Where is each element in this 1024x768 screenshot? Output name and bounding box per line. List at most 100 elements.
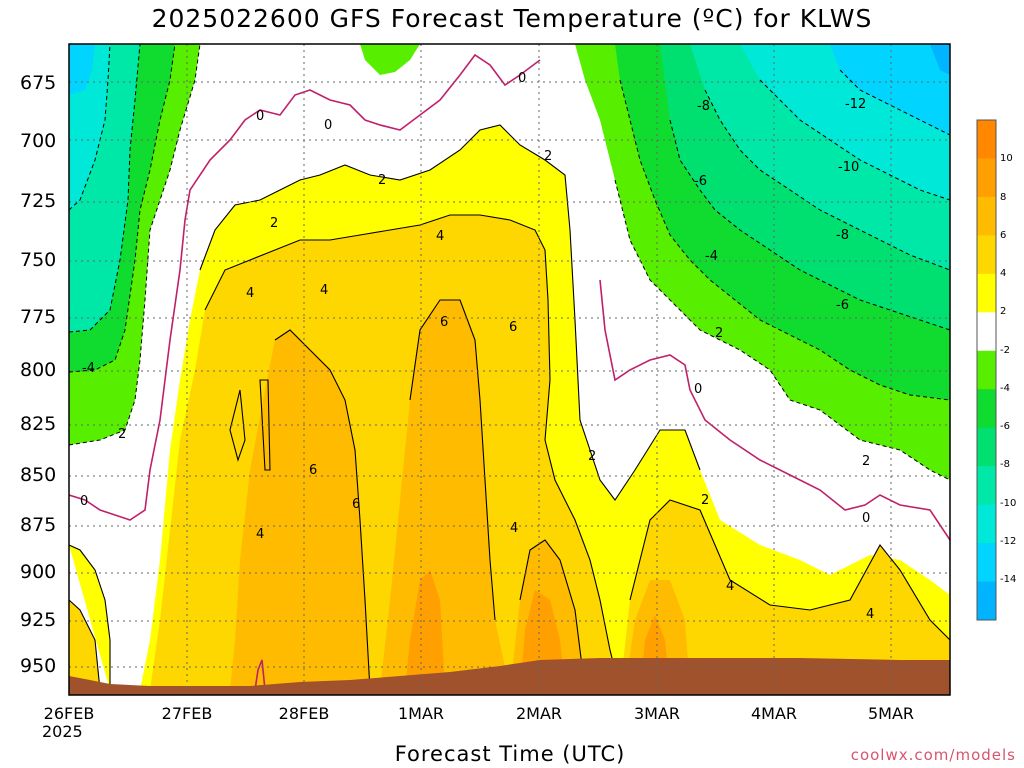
x-tick-label: 28FEB [278, 704, 330, 723]
colorbar-label: 4 [1000, 268, 1007, 279]
contour-label: 6 [509, 320, 517, 335]
colorbar-band [977, 312, 996, 352]
contour-label: -6 [694, 174, 707, 189]
colorbar-label: -2 [1000, 345, 1010, 356]
contour-label: 2 [862, 454, 870, 469]
y-tick-label: 950 [20, 655, 57, 677]
gridlines [69, 44, 950, 695]
colorbar-band [977, 120, 996, 159]
colorbar-band [977, 389, 996, 429]
contour-label: 0 [694, 382, 702, 397]
x-tick-label: 1MAR [397, 704, 445, 723]
colorbar-band [977, 427, 996, 467]
colorbar-band [977, 581, 996, 621]
contour-label: 0 [518, 71, 526, 86]
contour-label: -10 [838, 160, 859, 175]
y-tick-label: 875 [20, 514, 57, 536]
colorbar-label: -8 [1000, 459, 1010, 470]
credit-link[interactable]: coolwx.com/models [850, 746, 1016, 764]
x-tick-label: 2MAR [515, 704, 563, 723]
colorbar-band [977, 543, 996, 583]
colorbar [976, 119, 997, 621]
contour-label: -8 [697, 99, 710, 114]
y-tick-label: 900 [20, 561, 57, 583]
contour-label: -4 [82, 361, 95, 376]
contour-label: 0 [80, 494, 88, 509]
contour-label: 6 [352, 497, 360, 512]
colorbar-label: -14 [1000, 574, 1017, 585]
contour-label: -4 [705, 249, 718, 264]
negative-contour-lines [69, 44, 950, 481]
y-tick-label: 925 [20, 609, 57, 631]
contour-label: -12 [845, 97, 866, 112]
contour-label: 6 [309, 463, 317, 478]
colorbar-label: 8 [1000, 192, 1007, 203]
contour-label: 0 [324, 118, 332, 133]
x-tick-label: 4MAR [750, 704, 798, 723]
y-tick-label: 775 [20, 306, 57, 328]
x-tick-label: 5MAR [867, 704, 915, 723]
colorbar-label: -12 [1000, 536, 1017, 547]
colorbar-band [977, 158, 996, 198]
y-tick-label: 675 [20, 72, 57, 94]
contour-label: 2 [270, 216, 278, 231]
y-tick-label: 700 [20, 130, 57, 152]
colorbar-band [977, 350, 996, 390]
contour-label: 2 [118, 427, 126, 442]
colorbar-label: -4 [1000, 383, 1010, 394]
colorbar-frame [976, 119, 997, 621]
colorbar-band [977, 504, 996, 544]
cold-top-green [360, 44, 420, 75]
colorbar-band [977, 466, 996, 506]
colorbar-label: -6 [1000, 421, 1010, 432]
warm-orange2 [380, 300, 510, 690]
contour-lines [69, 124, 950, 691]
contour-label: 4 [510, 521, 518, 536]
colorbar-label: 6 [1000, 230, 1007, 241]
contour-label: -6 [836, 298, 849, 313]
colorbar-band [977, 273, 996, 313]
zero-isotherm-left [69, 53, 541, 521]
colorbar-label: 2 [1000, 306, 1007, 317]
colorbar-label: 10 [1000, 153, 1013, 164]
contour-label: 4 [436, 229, 444, 244]
colorbar-band [977, 196, 996, 236]
x-tick-label: 26FEB [43, 704, 95, 723]
contour-labels: 0 0 0 0 0 0 2 2 2 2 2 2 2 2 4 4 4 4 4 4 … [80, 71, 874, 622]
cold-right-deepest [930, 44, 950, 75]
zero-isotherm-bottom [254, 659, 266, 691]
contour-label: 6 [440, 315, 448, 330]
contour-label: 4 [866, 607, 874, 622]
y-tick-label: 800 [20, 359, 57, 381]
contour-label: 2 [588, 449, 596, 464]
x-tick-label: 3MAR [633, 704, 681, 723]
contour-label: 0 [862, 511, 870, 526]
cold-right-deep [830, 44, 950, 135]
x-year-label: 2025 [42, 722, 83, 741]
y-tick-label: 825 [20, 413, 57, 435]
contour-label: 2 [544, 149, 552, 164]
contour-label: 2 [701, 493, 709, 508]
contour-label: 4 [246, 286, 254, 301]
contour-label: 2 [715, 326, 723, 341]
zero-isotherm-right [599, 279, 950, 541]
contour-label: -8 [836, 228, 849, 243]
warm-hot1 [405, 570, 445, 690]
x-tick-label: 27FEB [161, 704, 213, 723]
y-tick-label: 850 [20, 464, 57, 486]
chart-title: 2025022600 GFS Forecast Temperature (ºC)… [151, 4, 873, 33]
warm-gold-right [620, 500, 950, 690]
x-axis-label: Forecast Time (UTC) [394, 742, 626, 766]
contour-label: 4 [320, 283, 328, 298]
colorbar-band [977, 235, 996, 275]
contour-label: 4 [256, 527, 264, 542]
warm-orange1 [230, 330, 370, 690]
contour-label: 2 [378, 173, 386, 188]
colorbar-label: -10 [1000, 498, 1017, 509]
y-tick-label: 750 [20, 249, 57, 271]
plot-frame [68, 43, 951, 696]
contour-label: 4 [726, 579, 734, 594]
contour-label: 0 [256, 109, 264, 124]
y-tick-label: 725 [20, 190, 57, 212]
